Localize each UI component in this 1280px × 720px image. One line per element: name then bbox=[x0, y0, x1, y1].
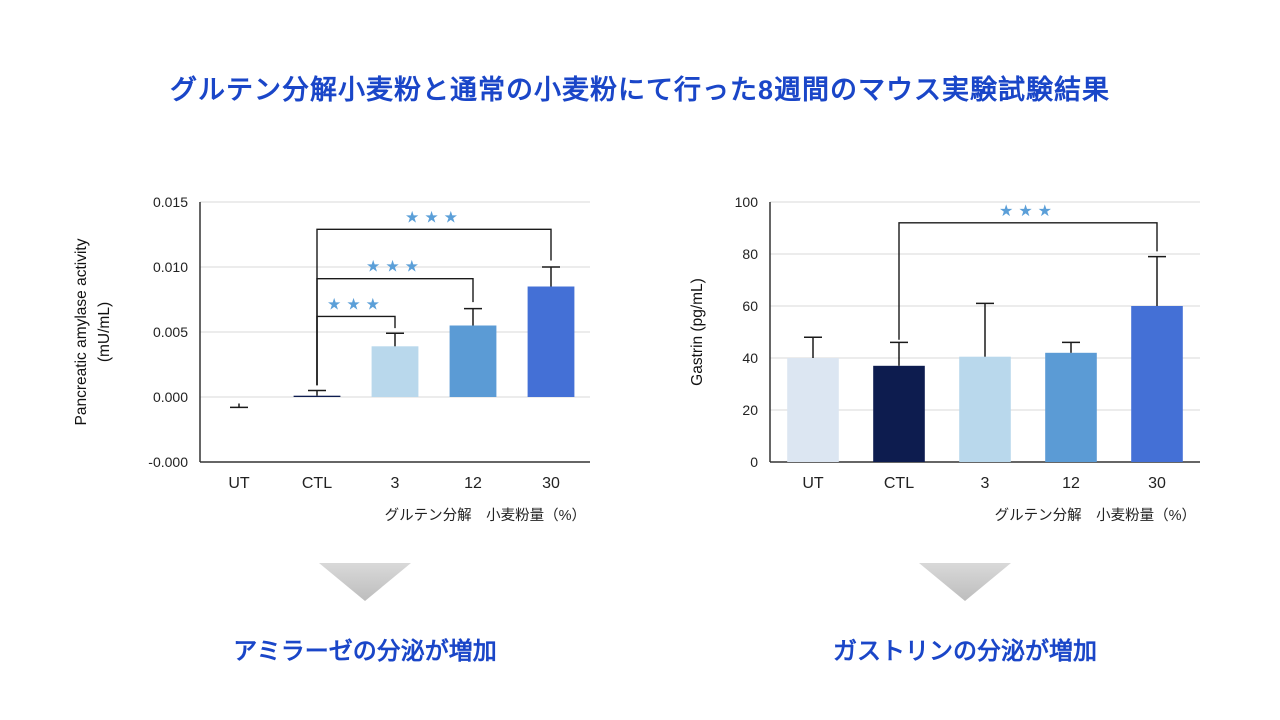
bar-12 bbox=[449, 325, 497, 397]
bar-3 bbox=[371, 346, 419, 397]
y-tick-label: 80 bbox=[742, 246, 758, 262]
significance-stars: ★★★ bbox=[327, 296, 385, 313]
x-tick-label: 12 bbox=[1062, 475, 1080, 492]
y-axis-label: (mU/mL) bbox=[96, 302, 113, 362]
x-tick-label: CTL bbox=[884, 475, 914, 492]
x-tick-label: UT bbox=[228, 475, 250, 492]
caption-amylase: アミラーゼの分泌が増加 bbox=[233, 638, 497, 665]
y-tick-label: 20 bbox=[742, 402, 758, 418]
bar-3 bbox=[959, 356, 1011, 462]
y-tick-label: -0.000 bbox=[148, 454, 188, 470]
significance-stars: ★★★ bbox=[366, 259, 424, 276]
x-axis-unit-label: グルテン分解 小麦粉量（%） bbox=[385, 507, 586, 524]
significance-stars: ★★★ bbox=[405, 209, 463, 226]
bar-12 bbox=[1045, 352, 1097, 462]
x-tick-label: CTL bbox=[302, 475, 332, 492]
bar-UT bbox=[787, 358, 839, 462]
amylase-bar-chart: 0.015 0.010 0.005 0.000 -0.000 UT CTL 3 12 30 ★★★ ★… bbox=[73, 194, 590, 524]
x-tick-label: 12 bbox=[464, 475, 482, 492]
y-axis-label: Pancreatic amylase activity bbox=[73, 238, 90, 425]
y-tick-label: 0.000 bbox=[153, 389, 188, 405]
down-triangle-icon bbox=[319, 563, 411, 601]
y-tick-label: 0.015 bbox=[153, 194, 188, 210]
y-tick-label: 0 bbox=[750, 454, 758, 470]
chart-amylase-block: 0.015 0.010 0.005 0.000 -0.000 UT CTL 3 12 30 ★★★ ★… bbox=[60, 172, 620, 666]
gastrin-bar-chart: 0 20 40 60 80 100 UT CTL 3 12 30 ★★★ グルテン分解 小麦粉量（%） G… bbox=[689, 194, 1200, 524]
y-axis-label: Gastrin (pg/mL) bbox=[689, 278, 706, 386]
page-title: グルテン分解小麦粉と通常の小麦粉にて行った8週間のマウス実験試験結果 bbox=[169, 75, 1110, 105]
down-triangle-icon bbox=[919, 563, 1011, 601]
bar-CTL bbox=[293, 395, 341, 397]
x-tick-label: 3 bbox=[981, 475, 990, 492]
x-tick-label: 30 bbox=[1148, 475, 1166, 492]
x-tick-label: UT bbox=[802, 475, 824, 492]
y-tick-label: 0.005 bbox=[153, 324, 188, 340]
y-tick-label: 40 bbox=[742, 350, 758, 366]
y-tick-label: 100 bbox=[735, 194, 759, 210]
significance-bracket bbox=[898, 222, 1158, 340]
y-tick-label: 60 bbox=[742, 298, 758, 314]
x-tick-label: 3 bbox=[391, 475, 400, 492]
significance-stars: ★★★ bbox=[999, 203, 1057, 220]
charts-row: 0.015 0.010 0.005 0.000 -0.000 UT CTL 3 12 30 ★★★ ★… bbox=[0, 172, 1280, 666]
x-tick-label: 30 bbox=[542, 475, 560, 492]
significance-bracket bbox=[316, 228, 552, 386]
bar-30 bbox=[527, 286, 575, 397]
amylase-annotation: アミラーゼの分泌が増加 bbox=[85, 563, 645, 666]
caption-gastrin: ガストリンの分泌が増加 bbox=[833, 638, 1097, 665]
y-tick-label: 0.010 bbox=[153, 259, 188, 275]
bar-30 bbox=[1131, 306, 1183, 462]
chart-gastrin-block: 0 20 40 60 80 100 UT CTL 3 12 30 ★★★ グルテン分解 小麦粉量（%） G… bbox=[660, 172, 1220, 666]
x-axis-unit-label: グルテン分解 小麦粉量（%） bbox=[995, 507, 1196, 524]
bar-CTL bbox=[873, 365, 925, 462]
gastrin-annotation: ガストリンの分泌が増加 bbox=[685, 563, 1245, 666]
